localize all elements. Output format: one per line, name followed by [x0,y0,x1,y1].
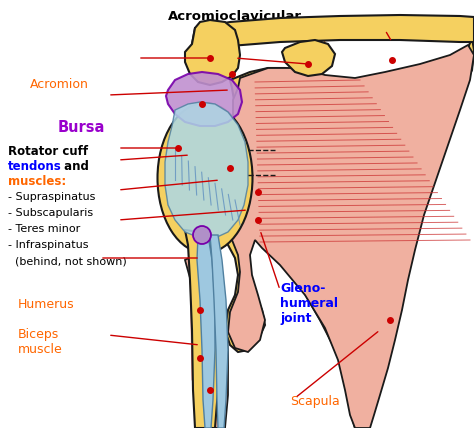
Polygon shape [282,40,335,76]
Text: - Supraspinatus: - Supraspinatus [8,192,95,202]
Polygon shape [197,235,215,428]
Text: Humerus: Humerus [18,298,74,311]
Text: Acromion: Acromion [30,78,89,91]
Polygon shape [165,102,248,238]
Polygon shape [192,15,474,50]
Text: Acromioclavicular: Acromioclavicular [168,10,302,23]
Polygon shape [185,230,218,428]
Polygon shape [185,255,228,428]
Polygon shape [166,72,242,126]
Polygon shape [218,38,474,428]
Text: Clavicle: Clavicle [388,16,458,31]
Text: (AC) joint: (AC) joint [200,24,271,37]
Text: and: and [60,160,89,173]
Text: muscles:: muscles: [8,175,66,188]
Polygon shape [210,235,228,428]
Text: Rotator cuff: Rotator cuff [8,145,88,158]
Text: Gleno-
humeral
joint: Gleno- humeral joint [280,282,338,325]
Text: - Subscapularis: - Subscapularis [8,208,93,218]
Text: Bursa: Bursa [58,120,105,135]
Text: Coracoid
process: Coracoid process [323,16,375,44]
Ellipse shape [193,226,211,244]
Text: - Teres minor: - Teres minor [8,224,80,234]
Text: tendons: tendons [8,160,62,173]
Ellipse shape [157,103,253,253]
Text: Scapula: Scapula [290,395,340,408]
Polygon shape [222,45,474,428]
Text: (behind, not shown): (behind, not shown) [8,256,127,266]
Polygon shape [185,20,240,85]
Text: Biceps
muscle: Biceps muscle [18,328,63,356]
Text: - Infraspinatus: - Infraspinatus [8,240,89,250]
